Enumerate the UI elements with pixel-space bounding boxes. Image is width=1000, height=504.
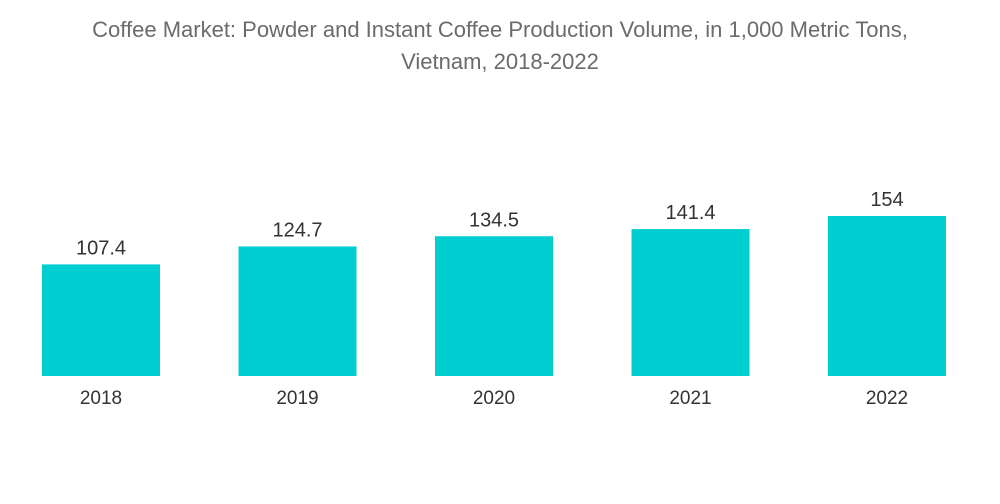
- chart-title-line-1: Coffee Market: Powder and Instant Coffee…: [92, 17, 908, 42]
- chart-title-line-2: Vietnam, 2018-2022: [401, 49, 599, 74]
- x-tick-label-2021: 2021: [669, 388, 711, 409]
- x-tick-label-2022: 2022: [866, 388, 908, 409]
- bar-2021: [631, 229, 750, 376]
- value-label-2022: 154: [870, 189, 903, 211]
- value-label-2018: 107.4: [76, 237, 126, 259]
- bar-2018: [42, 264, 160, 376]
- x-tick-label-2019: 2019: [276, 388, 318, 409]
- value-label-2020: 134.5: [469, 209, 519, 231]
- x-tick-label-2020: 2020: [473, 388, 515, 409]
- value-label-2019: 124.7: [272, 219, 322, 241]
- bar-2022: [828, 216, 946, 376]
- bar-2020: [435, 236, 553, 376]
- bar-2019: [238, 246, 357, 376]
- chart-title: Coffee Market: Powder and Instant Coffee…: [20, 14, 980, 78]
- value-label-2021: 141.4: [665, 202, 715, 224]
- x-tick-label-2018: 2018: [80, 388, 122, 409]
